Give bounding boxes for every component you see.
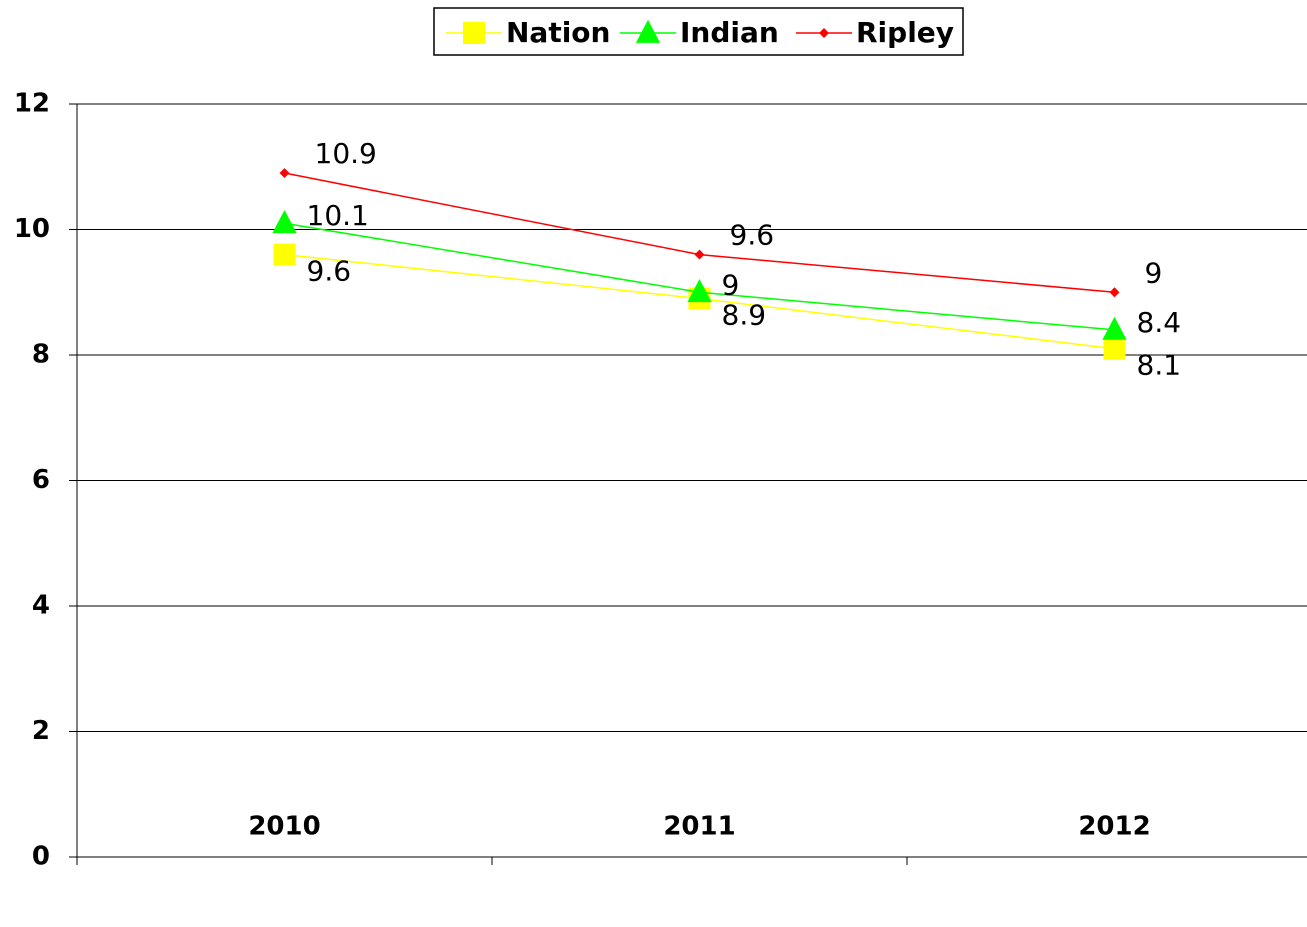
legend-label: Indian	[680, 16, 779, 49]
y-tick-label: 12	[14, 89, 50, 119]
legend-marker	[819, 28, 829, 38]
y-tick-label: 10	[14, 214, 50, 244]
data-label: 9	[722, 268, 740, 301]
legend-label: Nation	[506, 16, 610, 49]
legend-label: Ripley	[856, 16, 954, 49]
data-label: 8.1	[1137, 349, 1182, 382]
series-line	[284, 172, 1115, 293]
y-tick-label: 6	[32, 465, 50, 495]
data-label: 10.9	[315, 137, 377, 170]
data-point	[272, 210, 297, 234]
series-line	[284, 222, 1115, 331]
x-tick-label: 2010	[248, 812, 320, 842]
data-point	[687, 279, 712, 303]
legend-marker	[463, 22, 485, 44]
legend-marker	[635, 19, 661, 43]
data-point	[1102, 316, 1127, 340]
y-tick-label: 2	[32, 716, 50, 746]
data-label: 9.6	[307, 255, 352, 288]
data-point	[279, 168, 290, 178]
data-label: 9	[1145, 256, 1163, 289]
data-point	[694, 249, 705, 260]
data-point	[1103, 337, 1126, 360]
data-label: 9.6	[730, 219, 775, 252]
data-label: 8.4	[1137, 306, 1182, 339]
data-point	[1109, 287, 1120, 298]
data-label: 8.9	[722, 299, 767, 332]
data-point	[273, 243, 296, 266]
y-tick-label: 8	[32, 340, 50, 370]
legend-box	[433, 7, 964, 56]
x-tick-label: 2012	[1078, 812, 1150, 842]
data-label: 10.1	[307, 199, 369, 232]
y-tick-label: 4	[32, 591, 50, 621]
x-tick-label: 2011	[663, 812, 735, 842]
y-tick-label: 0	[32, 842, 50, 872]
